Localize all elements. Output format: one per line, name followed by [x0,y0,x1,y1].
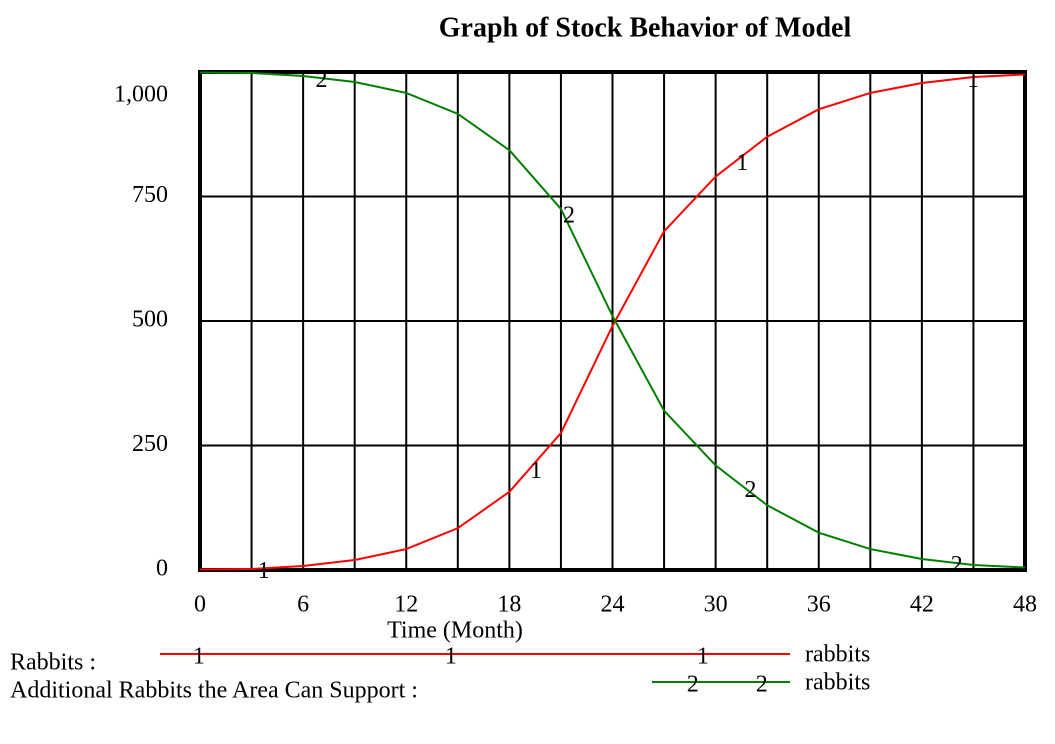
x-tick-label: 0 [194,592,206,618]
y-tick-label: 250 [132,431,168,457]
series-marker: 1 [736,150,748,176]
y-tick-label: 500 [132,307,168,333]
legend-marker: 1 [193,644,205,670]
legend-label: Rabbits : [10,650,96,676]
plot-frame [198,70,1027,572]
chart-title: Graph of Stock Behavior of Model [439,12,852,43]
series-marker: 1 [967,67,979,93]
series-line [199,71,1026,569]
x-tick-label: 48 [1013,592,1037,618]
series-marker: 2 [563,203,575,229]
legend-marker: 1 [445,644,457,670]
series-marker: 1 [530,458,542,484]
series-marker: 2 [316,67,328,93]
x-axis-label: Time (Month) [387,618,523,644]
series-line [199,73,1026,571]
legend-marker: 2 [687,672,699,698]
series-marker: 2 [951,552,963,578]
x-tick-label: 12 [394,592,418,618]
legend-unit: rabbits [805,670,870,696]
legend-marker: 1 [697,644,709,670]
x-tick-label: 30 [704,592,728,618]
y-tick-label: 0 [156,556,168,582]
y-tick-label: 1,000 [114,82,168,108]
x-tick-label: 18 [497,592,521,618]
x-tick-label: 24 [601,592,625,618]
series-marker: 2 [745,477,757,503]
series-marker: 1 [258,558,270,584]
x-tick-label: 6 [297,592,309,618]
legend-unit: rabbits [805,642,870,668]
legend-label: Additional Rabbits the Area Can Support … [10,678,418,704]
y-tick-label: 750 [132,182,168,208]
x-tick-label: 36 [807,592,831,618]
x-tick-label: 42 [910,592,934,618]
legend-marker: 2 [756,672,768,698]
